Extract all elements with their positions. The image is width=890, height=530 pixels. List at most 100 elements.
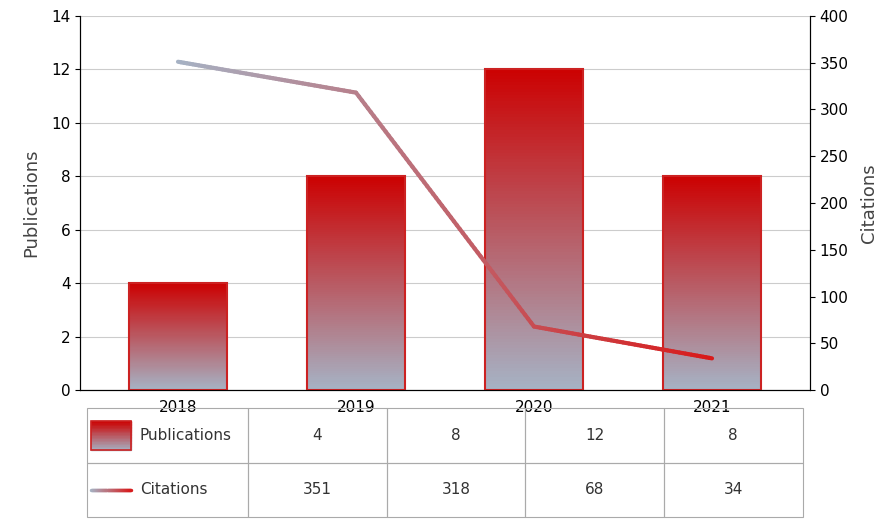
Bar — [485, 365, 583, 368]
Bar — [307, 225, 405, 227]
Bar — [307, 223, 405, 225]
Bar — [129, 333, 227, 334]
Bar — [307, 313, 405, 315]
Bar — [663, 311, 761, 313]
Bar — [307, 215, 405, 217]
Bar — [129, 284, 227, 285]
Bar — [386, 463, 525, 517]
Bar — [485, 387, 583, 390]
Bar — [485, 188, 583, 191]
Bar — [91, 420, 131, 450]
Bar — [485, 291, 583, 294]
Bar — [663, 245, 761, 247]
Bar — [663, 234, 761, 236]
Bar — [307, 268, 405, 270]
Bar — [129, 354, 227, 355]
Bar — [129, 304, 227, 305]
Bar — [663, 219, 761, 221]
Bar — [129, 347, 227, 348]
Bar — [129, 311, 227, 312]
Bar — [307, 238, 405, 241]
Bar — [307, 309, 405, 311]
Bar — [307, 234, 405, 236]
Bar — [663, 217, 761, 219]
Bar — [129, 323, 227, 324]
Bar — [663, 221, 761, 223]
Bar — [129, 374, 227, 375]
Bar — [307, 287, 405, 290]
Bar — [663, 249, 761, 251]
Bar — [485, 191, 583, 195]
Bar — [485, 198, 583, 201]
Bar — [663, 230, 761, 232]
Bar — [129, 292, 227, 293]
Bar — [663, 287, 761, 290]
Bar — [129, 324, 227, 325]
Bar — [129, 367, 227, 368]
Bar — [663, 307, 761, 309]
Bar — [663, 358, 761, 360]
Bar — [485, 137, 583, 140]
Bar — [485, 226, 583, 230]
Bar — [91, 428, 131, 429]
Bar — [129, 371, 227, 372]
Bar — [485, 268, 583, 271]
Bar — [307, 181, 405, 183]
Bar — [307, 363, 405, 365]
Bar — [129, 308, 227, 309]
Bar — [663, 272, 761, 275]
Bar — [663, 183, 761, 185]
Bar — [307, 349, 405, 352]
Bar — [129, 379, 227, 381]
Bar — [663, 330, 761, 332]
Bar — [663, 343, 761, 345]
Bar — [307, 315, 405, 317]
Bar — [307, 311, 405, 313]
Text: 12: 12 — [585, 428, 604, 443]
Bar — [664, 408, 803, 463]
Bar — [307, 384, 405, 386]
Bar — [664, 463, 803, 517]
Bar — [663, 373, 761, 375]
Bar — [485, 345, 583, 348]
Bar — [129, 338, 227, 339]
Bar — [129, 386, 227, 387]
Bar — [129, 325, 227, 326]
Bar — [307, 179, 405, 181]
Bar — [485, 172, 583, 175]
Bar — [485, 294, 583, 297]
Bar — [307, 241, 405, 243]
Bar — [91, 431, 131, 432]
Bar — [307, 365, 405, 367]
Bar — [129, 364, 227, 365]
Bar — [129, 388, 227, 389]
Bar — [307, 324, 405, 326]
Bar — [307, 183, 405, 185]
Bar — [91, 423, 131, 425]
Bar — [663, 388, 761, 390]
Bar — [307, 249, 405, 251]
Bar — [663, 294, 761, 296]
Bar — [663, 296, 761, 298]
Bar — [663, 262, 761, 264]
Bar — [307, 317, 405, 320]
Bar — [129, 360, 227, 361]
Bar — [663, 317, 761, 320]
Bar — [307, 266, 405, 268]
Bar — [485, 162, 583, 165]
Bar — [307, 255, 405, 258]
Text: Publications: Publications — [140, 428, 232, 443]
Bar — [663, 225, 761, 227]
Bar — [485, 79, 583, 82]
Bar — [663, 305, 761, 307]
Bar — [663, 258, 761, 260]
Bar — [485, 73, 583, 76]
Bar — [129, 366, 227, 367]
Bar — [307, 354, 405, 356]
Bar — [91, 422, 131, 423]
Bar — [485, 111, 583, 114]
Bar — [663, 384, 761, 386]
Bar — [307, 358, 405, 360]
Bar — [307, 305, 405, 307]
Bar — [485, 223, 583, 226]
